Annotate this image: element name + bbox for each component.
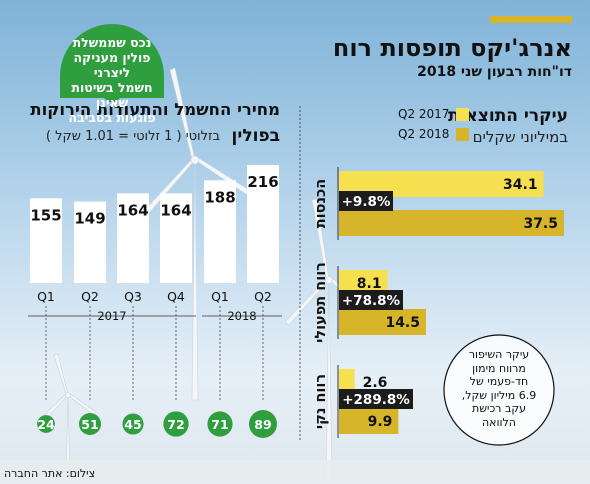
green-certificate-circle	[207, 411, 233, 437]
value-label-2017: 34.1	[503, 177, 538, 193]
green-certificate-circle	[249, 410, 277, 438]
results-subtitle: במיליוני שקלים	[472, 128, 568, 146]
accent-bar	[490, 16, 572, 23]
value-label-2017: 8.1	[357, 276, 382, 292]
year-label: 2018	[227, 309, 256, 323]
value-label-2018: 9.9	[368, 414, 393, 430]
quarter-tick-label: Q3	[124, 289, 142, 304]
category-label: רווח נקי	[313, 374, 329, 429]
note-line: מרווח מימון	[472, 361, 526, 375]
change-badge	[339, 191, 393, 211]
prices-title-country: בפולין	[231, 126, 280, 146]
bubble-line: נכס שממשלת	[72, 35, 152, 50]
price-value-label: 188	[204, 188, 235, 206]
green-certificate-value: 89	[254, 417, 271, 432]
price-value-label: 155	[30, 206, 61, 224]
quarter-tick-label: Q2	[81, 289, 99, 304]
change-badge	[339, 389, 413, 409]
price-bar	[204, 180, 236, 283]
green-certificate-circle	[78, 412, 102, 436]
green-certificate-value: 72	[167, 417, 184, 432]
quarter-tick-label: Q2	[254, 289, 272, 304]
page-title: אנרג'יקס תופסות רוח	[332, 34, 572, 62]
change-badge	[339, 290, 403, 310]
year-label: 2017	[97, 309, 126, 323]
category-label: רווח תפעולי	[313, 262, 329, 343]
page-subtitle: דו"חות רבעון שני 2018	[417, 64, 572, 80]
bubble-line: חשמל בשיטות שאינן	[71, 80, 153, 110]
price-value-label: 164	[160, 201, 191, 219]
value-label-2018: 37.5	[523, 216, 558, 232]
note-text: עיקר השיפור מרווח מימון חד-פעמי של 6.9 מ…	[451, 348, 547, 429]
bar-q2-2018	[339, 408, 399, 434]
legend-label-2017: Q2 2017	[398, 107, 450, 121]
note-line: עיקר השיפור	[468, 348, 530, 361]
value-label-2017: 2.6	[363, 375, 388, 391]
bar-q2-2017	[339, 369, 355, 395]
bar-q2-2018	[339, 210, 564, 236]
legend-label-2018: Q2 2018	[398, 127, 450, 141]
bubble-text: נכס שממשלת פולין מעניקה ליצרני חשמל בשיט…	[54, 35, 170, 125]
bubble-line: פוגעות בסביבה	[68, 110, 156, 125]
price-value-label: 164	[117, 201, 148, 219]
green-certificate-circle	[37, 415, 55, 433]
green-callout-bubble	[60, 24, 164, 102]
price-bar	[30, 198, 62, 283]
category-label: הכנסות	[313, 179, 329, 228]
price-bar	[117, 193, 149, 283]
change-badge-label: +289.8%	[342, 392, 410, 408]
green-certificate-value: 71	[211, 417, 228, 432]
note-line: חד-פעמי של	[469, 375, 529, 388]
green-certificate-circle	[122, 413, 144, 435]
quarter-tick-label: Q4	[167, 289, 185, 304]
results-title: עיקרי התוצאות	[447, 106, 568, 126]
change-badge-label: +9.8%	[342, 194, 391, 210]
price-bar	[74, 201, 106, 283]
bar-q2-2018	[339, 309, 426, 335]
green-certificate-value: 45	[124, 417, 141, 432]
note-circle	[443, 334, 555, 446]
quarter-tick-label: Q1	[211, 289, 229, 304]
note-line: עקב רכישת	[471, 402, 527, 415]
photo-credit: צילום: אתר החברה	[4, 467, 96, 480]
legend-swatch-2018	[456, 128, 469, 141]
price-bar	[247, 165, 279, 283]
green-certificate-circle	[163, 411, 189, 437]
green-certificate-value: 24	[37, 417, 55, 432]
bubble-line: פולין מעניקה ליצרני	[73, 50, 151, 80]
price-bar	[160, 193, 192, 283]
note-line: הלוואה	[482, 415, 516, 429]
price-value-label: 149	[74, 210, 105, 228]
note-line: 6.9 מיליון שקל,	[461, 388, 537, 402]
prices-currency-note: בזלוטי ( 1 זלוטי = 1.01 שקל )	[45, 129, 220, 144]
value-label-2018: 14.5	[385, 315, 420, 331]
legend-swatch-2017	[456, 108, 469, 121]
quarter-tick-label: Q1	[37, 289, 55, 304]
change-badge-label: +78.8%	[342, 293, 401, 309]
green-certificate-value: 51	[81, 417, 98, 432]
price-value-label: 216	[247, 173, 278, 191]
prices-title: מחירי החשמל והתעודות הירוקות	[30, 100, 280, 119]
